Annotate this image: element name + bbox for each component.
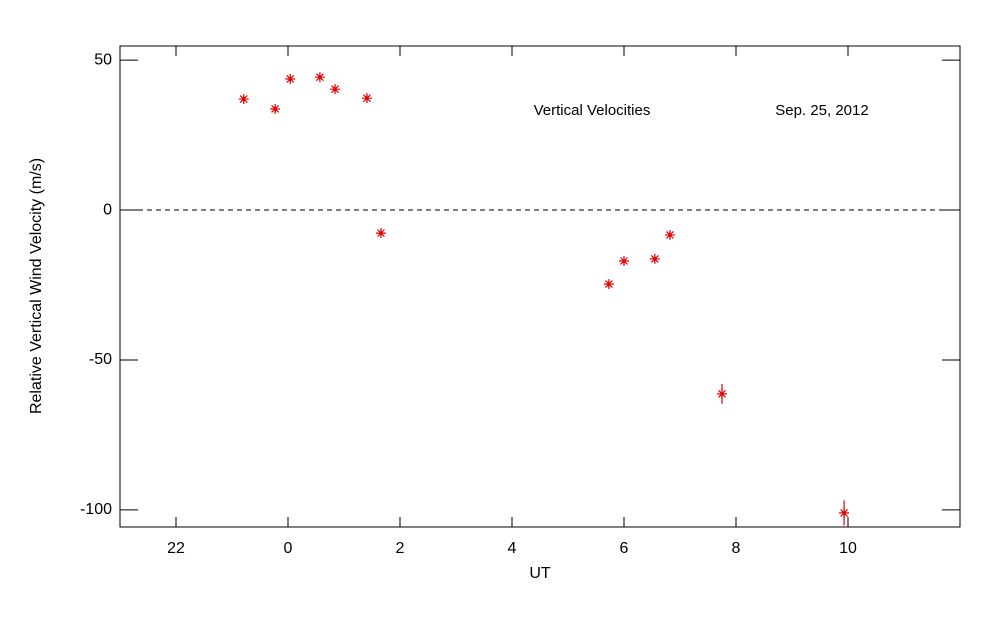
y-tick-label: -50 xyxy=(89,351,112,368)
x-tick-label: 8 xyxy=(732,540,741,557)
y-tick-label: 0 xyxy=(103,201,112,218)
x-tick-label: 22 xyxy=(167,540,185,557)
point xyxy=(839,507,850,518)
y-tick-label: 50 xyxy=(94,51,112,68)
point xyxy=(603,279,614,290)
annotation: Sep. 25, 2012 xyxy=(775,102,868,119)
point xyxy=(664,229,675,240)
x-axis-label: UT xyxy=(529,565,551,582)
point xyxy=(270,103,281,114)
point xyxy=(649,253,660,264)
point xyxy=(330,84,341,95)
x-tick-label: 6 xyxy=(620,540,629,557)
point xyxy=(361,93,372,104)
point xyxy=(375,228,386,239)
y-tick-label: -100 xyxy=(80,501,112,518)
x-tick-label: 0 xyxy=(284,540,293,557)
plot-frame xyxy=(119,45,961,528)
x-tick-label: 10 xyxy=(839,540,857,557)
annotation: Vertical Velocities xyxy=(534,102,651,119)
x-tick-label: 4 xyxy=(508,540,517,557)
x-tick-label: 2 xyxy=(396,540,405,557)
point xyxy=(238,94,249,105)
point xyxy=(285,73,296,84)
point xyxy=(314,72,325,83)
point xyxy=(717,388,727,399)
y-axis-label: Relative Vertical Wind Velocity (m/s) xyxy=(28,158,45,414)
point xyxy=(619,256,629,267)
